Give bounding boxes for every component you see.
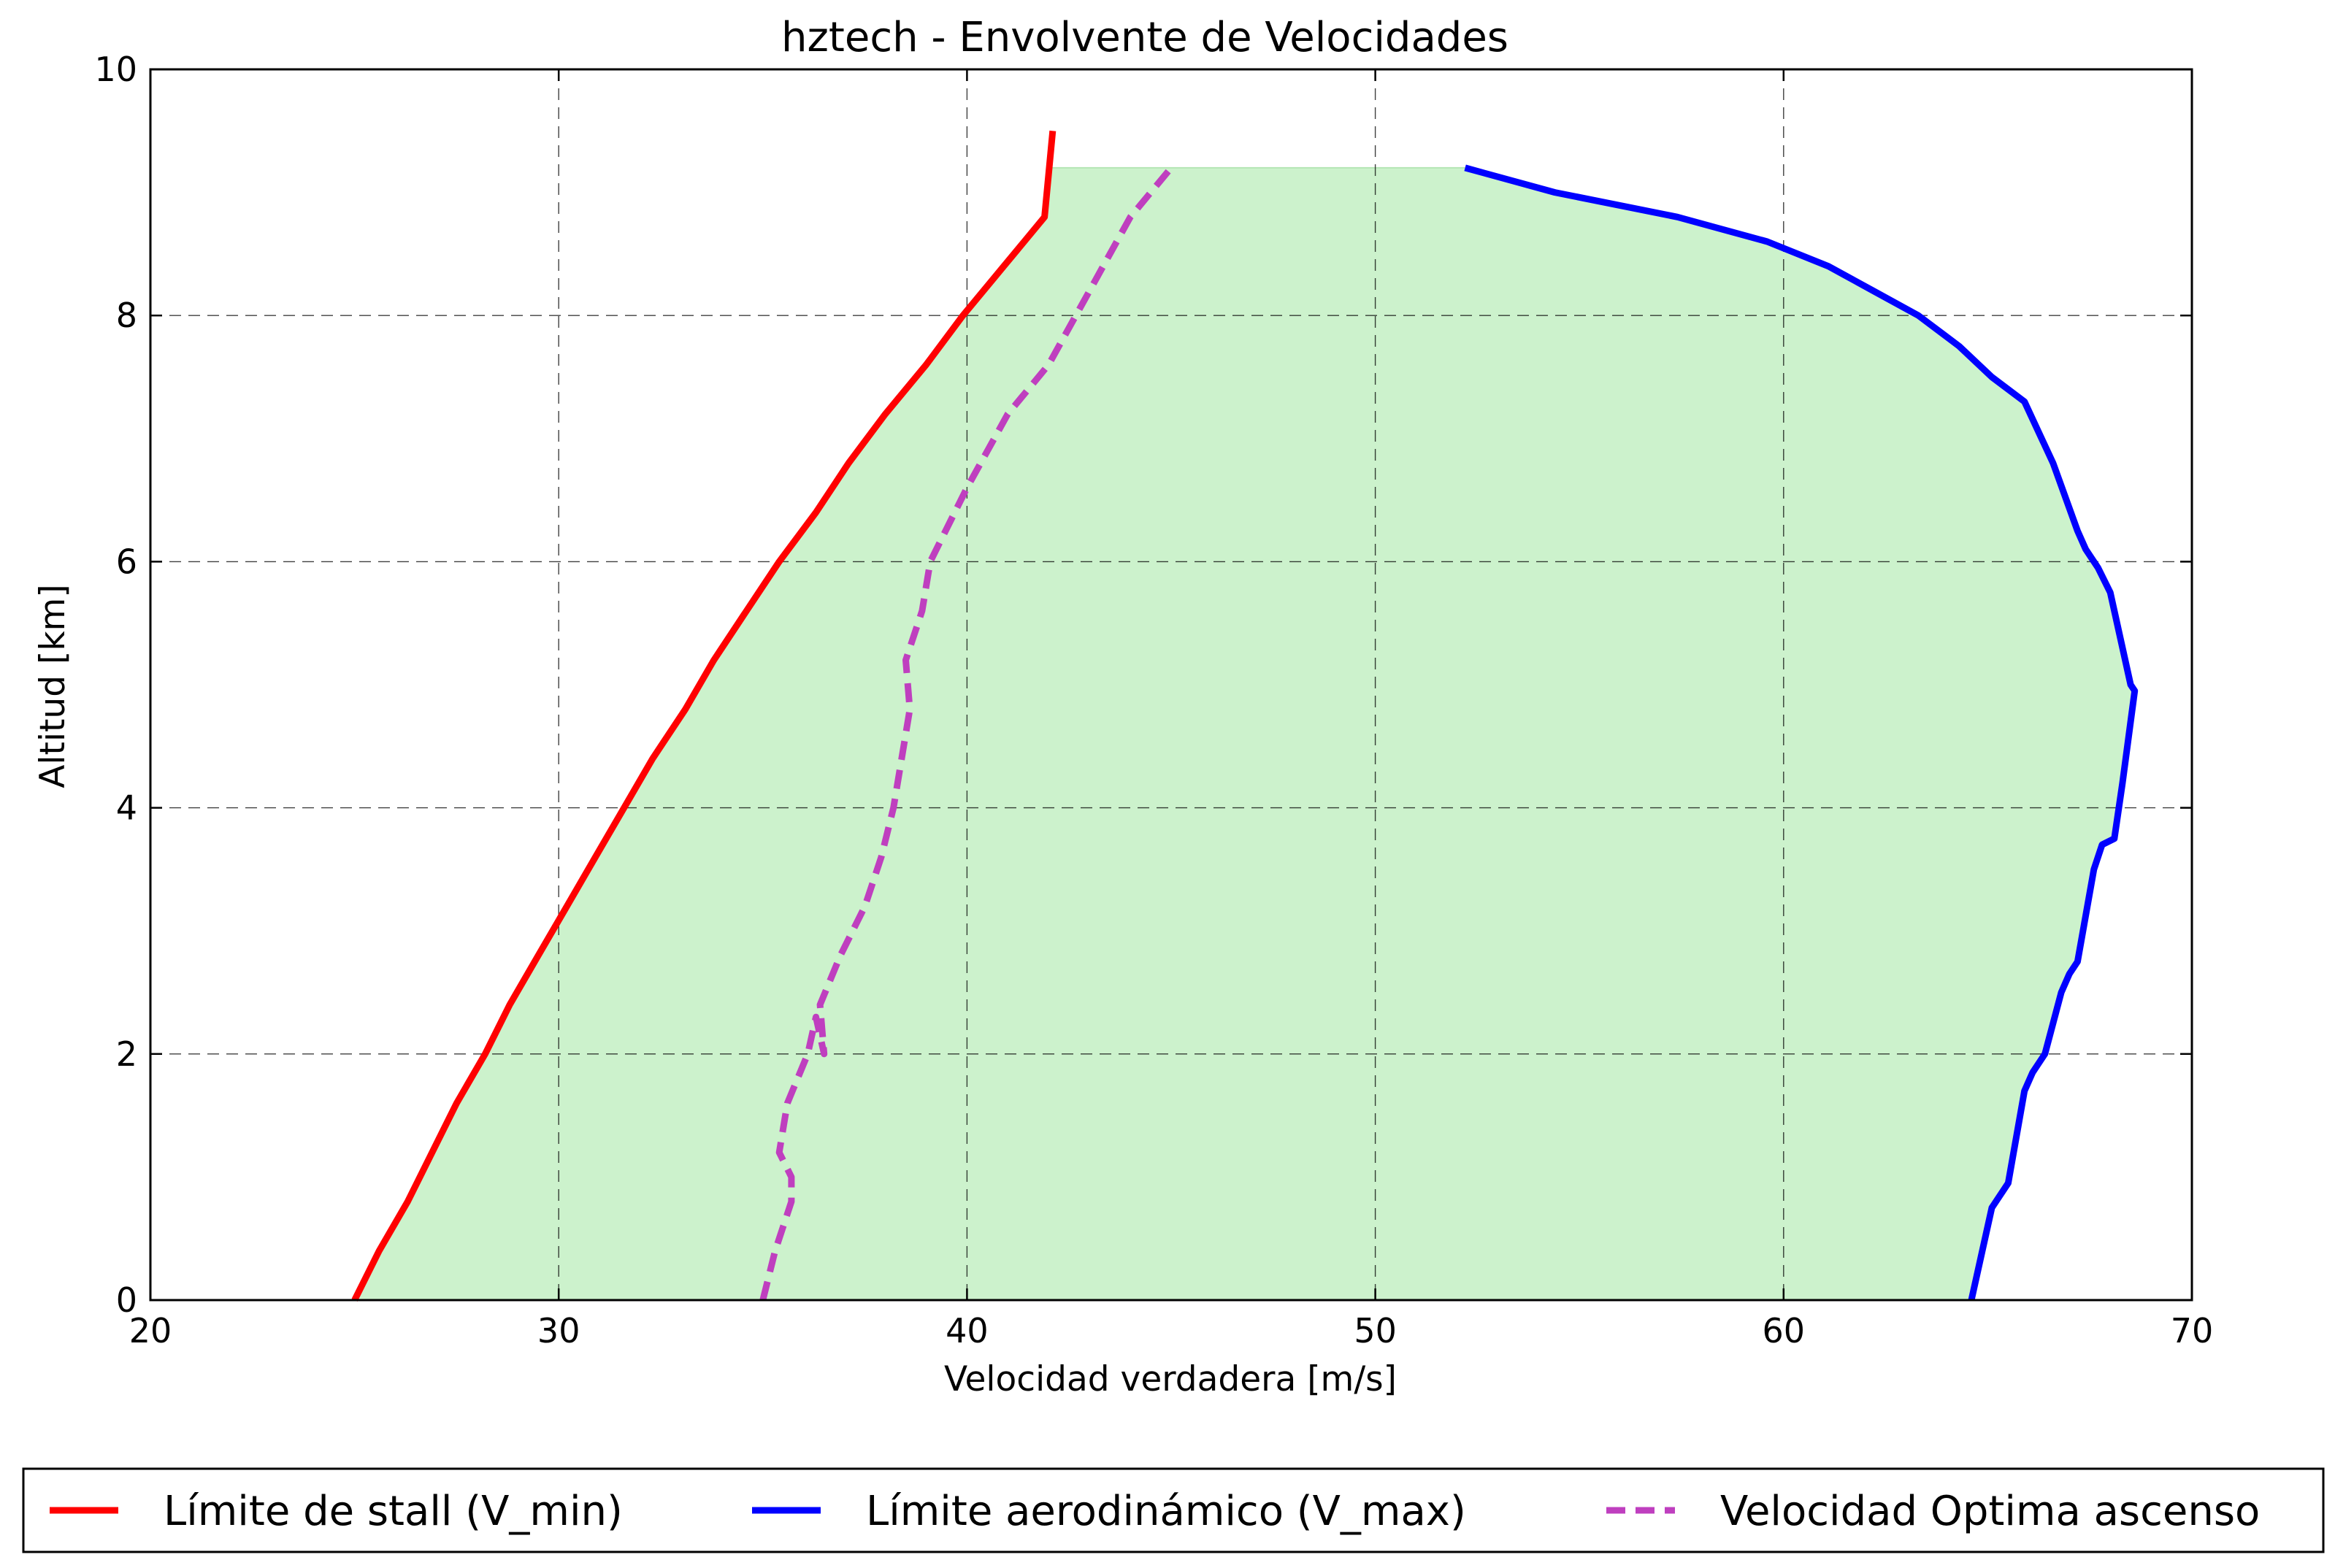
legend-label-1: Límite aerodinámico (V_max)	[866, 1488, 1466, 1535]
y-tick-label: 4	[116, 788, 137, 828]
y-tick-label: 10	[94, 50, 137, 89]
grid-group	[150, 69, 2192, 1300]
legend-box	[22, 1467, 2325, 1553]
x-tick-label: 60	[1763, 1311, 1806, 1350]
series-line-1	[1464, 164, 2139, 1301]
x-tick-label: 40	[946, 1311, 989, 1350]
y-ticks-group: 0 2 4 6 8 10	[94, 50, 2192, 1320]
y-tick-label: 2	[116, 1034, 137, 1074]
y-tick-label: 8	[116, 296, 137, 335]
y-tick-label: 0	[116, 1280, 137, 1320]
x-ticks-group: 20 30 40 50 60 70	[129, 69, 2214, 1350]
legend-label-2: Velocidad Optima ascenso	[1720, 1488, 2260, 1535]
x-tick-label: 50	[1354, 1311, 1397, 1350]
x-tick-label: 70	[2171, 1311, 2214, 1350]
y-axis-label: Altitud [km]	[33, 584, 73, 788]
series-group	[351, 130, 2139, 1302]
plot-frame	[149, 68, 2193, 1302]
x-tick-label: 20	[129, 1311, 172, 1350]
series-line-0	[351, 130, 1057, 1302]
y-tick-label: 6	[116, 542, 137, 581]
legend: Límite de stall (V_min) Límite aerodinámi…	[22, 1467, 2325, 1553]
x-tick-label: 30	[537, 1311, 580, 1350]
chart-title: hztech - Envolvente de Velocidades	[781, 14, 1508, 61]
x-axis-label: Velocidad verdadera [m/s]	[944, 1359, 1397, 1399]
legend-label-0: Límite de stall (V_min)	[164, 1488, 623, 1535]
series-line-2	[759, 166, 1174, 1302]
